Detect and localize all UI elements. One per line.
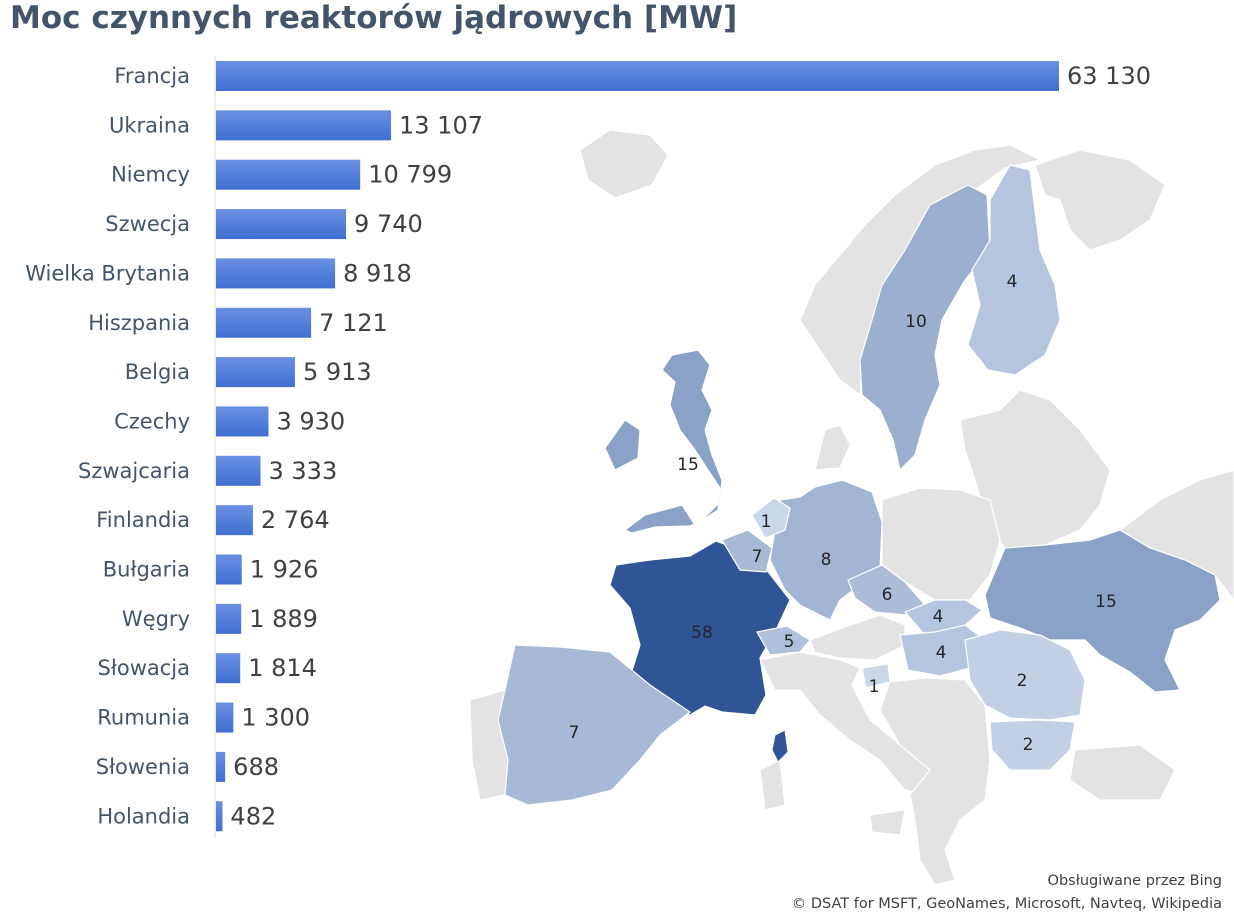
bar-bulgaria bbox=[216, 554, 242, 585]
category-label-holandia: Holandia bbox=[97, 804, 190, 828]
bar-belgia bbox=[216, 357, 295, 388]
bar-hiszpania bbox=[216, 307, 312, 338]
bar-szwajcaria bbox=[216, 455, 261, 486]
map-label-szwajcaria: 5 bbox=[784, 632, 795, 652]
value-label-finlandia: 2 764 bbox=[261, 506, 330, 534]
value-label-holandia: 482 bbox=[230, 802, 276, 830]
category-label-rumunia: Rumunia bbox=[97, 706, 190, 730]
map-region-hiszpania bbox=[497, 644, 692, 806]
category-label-niemcy: Niemcy bbox=[111, 163, 190, 187]
map-label-slowenia: 1 bbox=[869, 677, 880, 697]
value-label-szwecja: 9 740 bbox=[354, 210, 423, 238]
map-region-rumunia bbox=[964, 629, 1086, 721]
value-label-czechy: 3 930 bbox=[276, 407, 345, 435]
map-label-finlandia: 4 bbox=[1007, 272, 1018, 292]
category-label-wegry: Węgry bbox=[122, 607, 190, 631]
value-label-niemcy: 10 799 bbox=[368, 161, 452, 189]
map-region-szwecja bbox=[859, 184, 991, 472]
bar-rumunia bbox=[216, 702, 234, 733]
category-label-slowacja: Słowacja bbox=[98, 656, 190, 680]
map-label-wielka-brytania: 15 bbox=[677, 455, 699, 475]
value-label-ukraina: 13 107 bbox=[399, 111, 483, 139]
value-label-slowacja: 1 814 bbox=[248, 654, 317, 682]
bar-czechy bbox=[216, 406, 269, 437]
map-region-wielka-brytania bbox=[604, 349, 723, 534]
map-label-rumunia: 2 bbox=[1017, 671, 1028, 691]
category-label-slowenia: Słowenia bbox=[96, 755, 190, 779]
map-label-hiszpania: 7 bbox=[569, 723, 580, 743]
category-label-francja: Francja bbox=[114, 64, 190, 88]
landmass-sardinia-sicily bbox=[759, 759, 906, 836]
map-region-bulgaria bbox=[989, 719, 1076, 771]
value-label-szwajcaria: 3 333 bbox=[269, 457, 338, 485]
value-label-slowenia: 688 bbox=[233, 753, 279, 781]
map-region-szwajcaria bbox=[756, 625, 811, 656]
category-label-wielka-brytania: Wielka Brytania bbox=[25, 261, 190, 285]
bar-szwecja bbox=[216, 209, 347, 240]
bar-wegry bbox=[216, 603, 242, 634]
category-label-szwajcaria: Szwajcaria bbox=[78, 459, 190, 483]
attribution-sources: © DSAT for MSFT, GeoNames, Microsoft, Na… bbox=[791, 896, 1222, 912]
map-region-francja bbox=[609, 540, 791, 716]
map-region-slowenia bbox=[861, 663, 891, 689]
map-label-ukraina: 15 bbox=[1095, 592, 1117, 612]
bar-wielka-brytania bbox=[216, 258, 336, 289]
bar-ukraina bbox=[216, 110, 392, 141]
map-label-francja: 58 bbox=[691, 623, 713, 643]
value-label-bulgaria: 1 926 bbox=[250, 556, 319, 584]
category-label-szwecja: Szwecja bbox=[105, 212, 190, 236]
category-label-ukraina: Ukraina bbox=[109, 113, 190, 137]
landmass-denmark bbox=[814, 424, 851, 471]
value-label-wegry: 1 889 bbox=[249, 605, 318, 633]
value-label-wielka-brytania: 8 918 bbox=[343, 259, 412, 287]
map-label-holandia: 1 bbox=[761, 512, 772, 532]
bar-finlandia bbox=[216, 505, 253, 536]
value-label-hiszpania: 7 121 bbox=[319, 309, 388, 337]
landmass-balkans bbox=[879, 677, 991, 886]
map-label-belgia: 7 bbox=[752, 547, 763, 567]
bar-niemcy bbox=[216, 159, 361, 190]
map-label-czechy: 6 bbox=[882, 585, 893, 605]
attribution-bing: Obsługiwane przez Bing bbox=[1047, 873, 1222, 889]
landmass-baltics-belarus bbox=[959, 389, 1111, 549]
landmass-iceland bbox=[579, 129, 669, 199]
map-label-slowacja: 4 bbox=[933, 607, 944, 627]
bar-francja bbox=[216, 61, 1059, 91]
map-label-niemcy: 8 bbox=[821, 550, 832, 570]
value-label-francja: 63 130 bbox=[1067, 62, 1151, 90]
map-label-bulgaria: 2 bbox=[1023, 735, 1034, 755]
map-label-szwecja: 10 bbox=[905, 312, 927, 332]
map-label-wegry: 4 bbox=[936, 643, 947, 663]
category-label-belgia: Belgia bbox=[125, 360, 190, 384]
bar-slowacja bbox=[216, 653, 241, 684]
map-region-finlandia bbox=[967, 164, 1061, 376]
category-label-bulgaria: Bułgaria bbox=[103, 558, 190, 582]
landmass-northwest-russia bbox=[1034, 149, 1166, 251]
bar-holandia bbox=[216, 801, 223, 832]
value-label-rumunia: 1 300 bbox=[241, 704, 310, 732]
landmass-turkey-fragment bbox=[1069, 744, 1176, 801]
chart-title: Moc czynnych reaktorów jądrowych [MW] bbox=[10, 0, 738, 36]
category-label-czechy: Czechy bbox=[114, 409, 190, 433]
category-label-hiszpania: Hiszpania bbox=[88, 311, 190, 335]
category-label-finlandia: Finlandia bbox=[96, 508, 190, 532]
map-region-holandia bbox=[751, 497, 791, 539]
bar-slowenia bbox=[216, 751, 226, 782]
map-region-belgia bbox=[721, 529, 773, 573]
value-label-belgia: 5 913 bbox=[303, 358, 372, 386]
map-region-francja-corsica bbox=[771, 729, 789, 763]
map-region-ukraina bbox=[984, 529, 1221, 693]
